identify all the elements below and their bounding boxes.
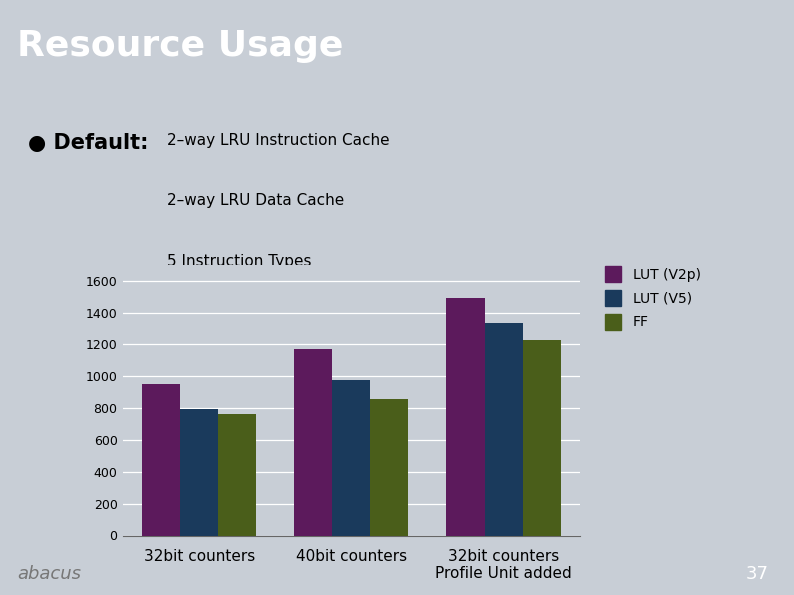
Text: Resource Usage: Resource Usage — [17, 29, 344, 62]
Text: abacus: abacus — [17, 565, 82, 583]
Bar — [333, 380, 370, 536]
Text: 37: 37 — [746, 565, 769, 583]
Bar — [522, 340, 561, 536]
Bar — [180, 409, 218, 536]
Bar — [446, 298, 484, 536]
Text: 2–way LRU Instruction Cache: 2–way LRU Instruction Cache — [167, 133, 389, 148]
Text: ● Default:: ● Default: — [28, 133, 148, 153]
Bar — [218, 414, 256, 536]
Text: 5 Instruction Types: 5 Instruction Types — [167, 254, 311, 269]
Legend: LUT (V2p), LUT (V5), FF: LUT (V2p), LUT (V5), FF — [605, 267, 700, 330]
Text: 2–way LRU Data Cache: 2–way LRU Data Cache — [167, 193, 344, 208]
Bar — [484, 323, 522, 536]
Bar — [142, 384, 180, 536]
Bar — [295, 349, 333, 536]
Bar — [370, 399, 408, 536]
